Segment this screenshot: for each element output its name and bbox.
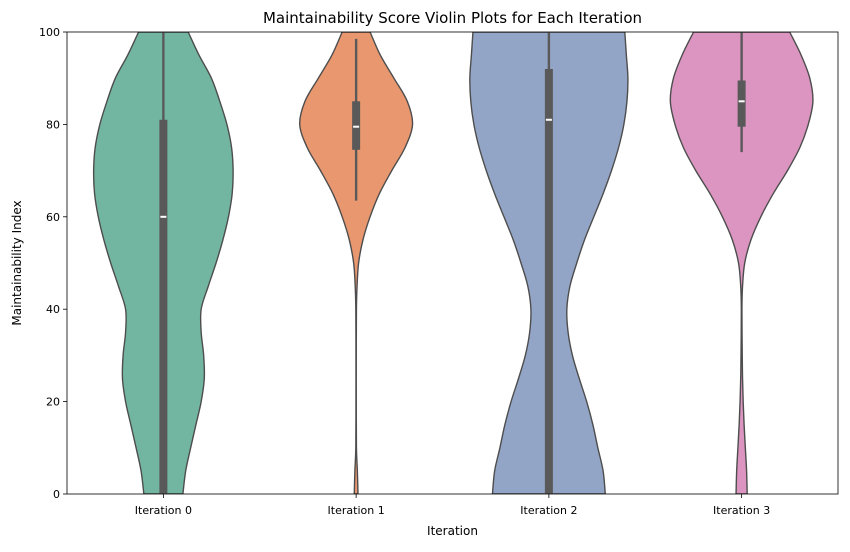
y-tick-label: 100 <box>39 26 60 39</box>
iqr-box-1 <box>352 101 361 150</box>
violin-iteration-1 <box>299 32 414 494</box>
y-tick-label: 20 <box>46 396 60 409</box>
x-tick-label: Iteration 2 <box>520 504 577 517</box>
y-axis: 0 20 40 60 80 100 <box>39 26 67 501</box>
iqr-box-3 <box>737 80 746 127</box>
violin-iteration-2 <box>469 32 629 494</box>
violin-body-3 <box>669 32 814 494</box>
y-tick-label: 40 <box>46 303 60 316</box>
y-tick-label: 80 <box>46 118 60 131</box>
iqr-box-0 <box>159 119 168 494</box>
violin-iteration-0 <box>92 32 234 494</box>
x-axis: Iteration 0 Iteration 1 Iteration 2 Iterati… <box>135 494 770 517</box>
y-axis-label: Maintainability Index <box>10 200 24 325</box>
violin-body-1 <box>299 32 414 494</box>
violins-layer <box>92 32 814 494</box>
x-tick-label: Iteration 3 <box>713 504 770 517</box>
y-tick-label: 0 <box>53 488 60 501</box>
x-tick-label: Iteration 1 <box>328 504 385 517</box>
x-axis-label: Iteration <box>427 524 478 538</box>
violin-iteration-3 <box>669 32 814 494</box>
plot-frame <box>66 31 839 495</box>
iqr-box-2 <box>544 68 553 494</box>
chart-title: Maintainability Score Violin Plots for E… <box>263 9 642 27</box>
y-tick-label: 60 <box>46 211 60 224</box>
x-tick-label: Iteration 0 <box>135 504 192 517</box>
